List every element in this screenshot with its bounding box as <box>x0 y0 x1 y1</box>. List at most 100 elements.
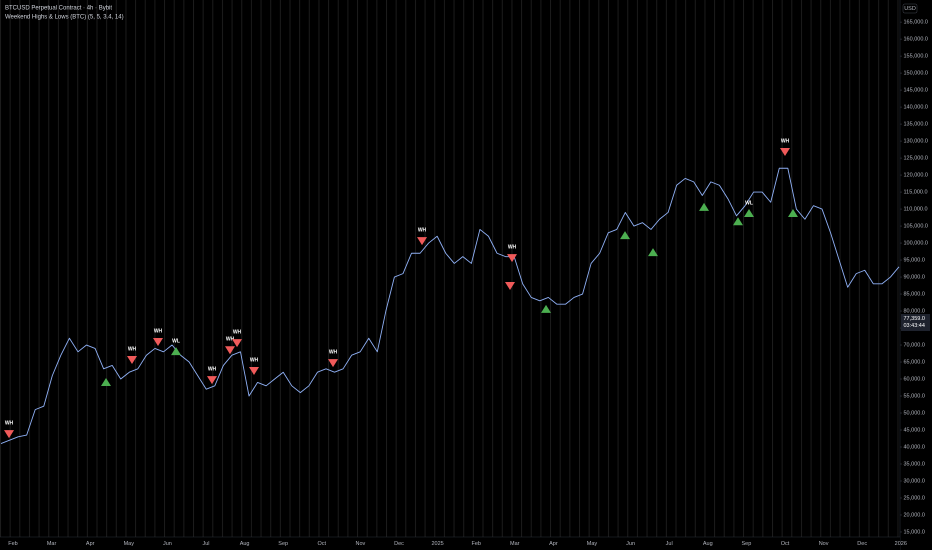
y-tick-label: 40,000.0 <box>904 444 925 450</box>
x-tick-label: Jun <box>626 541 635 547</box>
x-tick-label: Feb <box>8 541 17 547</box>
y-tick-label: 135,000.0 <box>904 122 928 128</box>
marker-label: WH <box>5 420 14 426</box>
y-tick-label: 100,000.0 <box>904 241 928 247</box>
last-price-box <box>901 314 930 332</box>
y-tick-label: 110,000.0 <box>904 207 928 213</box>
marker-label: WH <box>226 337 235 343</box>
weekend-high-marker <box>249 366 259 375</box>
x-tick-label: May <box>124 541 135 547</box>
y-tick-label: 35,000.0 <box>904 461 925 467</box>
y-tick-label: 140,000.0 <box>904 105 928 111</box>
weekend-low-marker <box>101 377 111 386</box>
weekend-high-marker <box>417 237 427 246</box>
x-tick-label: 2025 <box>431 541 443 547</box>
unit-box[interactable] <box>902 3 918 14</box>
y-tick-label: 90,000.0 <box>904 274 925 280</box>
x-tick-label: 2026 <box>895 541 907 547</box>
y-tick-label: 45,000.0 <box>904 427 925 433</box>
y-tick-label: 120,000.0 <box>904 173 928 179</box>
marker-label: WH <box>508 244 517 250</box>
marker-label: WL <box>745 200 753 206</box>
unit-label[interactable]: USD <box>904 6 916 12</box>
y-tick-label: 50,000.0 <box>904 410 925 416</box>
weekend-low-marker <box>744 209 754 218</box>
weekend-low-marker <box>541 304 551 313</box>
x-tick-label: Jul <box>202 541 209 547</box>
marker-label: WH <box>208 366 217 372</box>
x-tick-label: Dec <box>857 541 867 547</box>
weekend-high-marker <box>153 338 163 347</box>
weekend-low-marker <box>648 248 658 257</box>
weekend-low-marker <box>171 347 181 356</box>
y-tick-label: 70,000.0 <box>904 342 925 348</box>
countdown-label: 03:43:44 <box>904 323 925 329</box>
y-tick-label: 125,000.0 <box>904 156 928 162</box>
weekend-high-marker <box>4 430 14 439</box>
y-tick-label: 80,000.0 <box>904 308 925 314</box>
weekend-high-marker <box>207 376 217 385</box>
y-tick-label: 105,000.0 <box>904 224 928 230</box>
price-axis <box>900 0 932 550</box>
x-tick-label: Sep <box>742 541 752 547</box>
x-tick-label: Mar <box>510 541 520 547</box>
x-tick-label: Jun <box>163 541 172 547</box>
x-tick-label: Nov <box>819 541 829 547</box>
x-tick-label: Apr <box>549 541 558 547</box>
x-tick-label: Mar <box>47 541 57 547</box>
y-tick-label: 85,000.0 <box>904 291 925 297</box>
x-tick-label: Oct <box>781 541 790 547</box>
marker-label: WH <box>250 357 259 363</box>
weekend-high-marker <box>507 254 517 263</box>
marker-label: WH <box>154 328 163 334</box>
weekend-low-marker <box>699 202 709 211</box>
price-line <box>0 167 900 445</box>
y-tick-label: 130,000.0 <box>904 139 928 145</box>
y-tick-label: 25,000.0 <box>904 495 925 501</box>
weekend-high-marker <box>505 281 515 290</box>
weekend-low-marker <box>788 209 798 218</box>
y-tick-label: 60,000.0 <box>904 376 925 382</box>
weekend-low-marker <box>620 231 630 240</box>
marker-label: WH <box>781 138 790 144</box>
x-tick-label: Sep <box>278 541 288 547</box>
x-tick-label: May <box>587 541 598 547</box>
y-tick-label: 15,000.0 <box>904 529 925 535</box>
y-tick-label: 145,000.0 <box>904 88 928 94</box>
marker-label: WH <box>128 346 137 352</box>
marker-label: WH <box>329 349 338 355</box>
x-tick-label: Aug <box>703 541 713 547</box>
y-tick-label: 65,000.0 <box>904 359 925 365</box>
weekend-high-marker <box>328 359 338 368</box>
x-tick-label: Apr <box>86 541 95 547</box>
y-tick-label: 150,000.0 <box>904 71 928 77</box>
x-tick-label: Aug <box>240 541 250 547</box>
weekend-high-marker <box>232 339 242 348</box>
marker-label: WL <box>172 338 180 344</box>
last-price-label: 77,359.0 <box>904 316 925 322</box>
y-tick-label: 95,000.0 <box>904 257 925 263</box>
chart-title: BTCUSD Perpetual Contract · 4h · Bybit <box>5 6 112 12</box>
y-tick-label: 30,000.0 <box>904 478 925 484</box>
y-tick-label: 115,000.0 <box>904 190 928 196</box>
y-tick-label: 165,000.0 <box>904 20 928 26</box>
x-tick-label: Dec <box>394 541 404 547</box>
indicator-label: Weekend Highs & Lows (BTC) (5, 5, 3.4, 1… <box>5 15 124 21</box>
x-tick-label: Oct <box>318 541 327 547</box>
y-tick-label: 55,000.0 <box>904 393 925 399</box>
marker-label: WH <box>233 329 242 335</box>
weekend-high-marker <box>780 148 790 157</box>
y-tick-label: 155,000.0 <box>904 54 928 60</box>
background-grid <box>0 0 900 537</box>
time-axis <box>0 537 900 550</box>
weekend-high-marker <box>127 356 137 365</box>
x-tick-label: Nov <box>356 541 366 547</box>
weekend-high-marker <box>225 346 235 355</box>
weekend-low-marker <box>733 217 743 226</box>
y-tick-label: 20,000.0 <box>904 512 925 518</box>
marker-label: WH <box>418 227 427 233</box>
y-tick-label: 160,000.0 <box>904 37 928 43</box>
x-tick-label: Feb <box>471 541 480 547</box>
x-tick-label: Jul <box>666 541 673 547</box>
